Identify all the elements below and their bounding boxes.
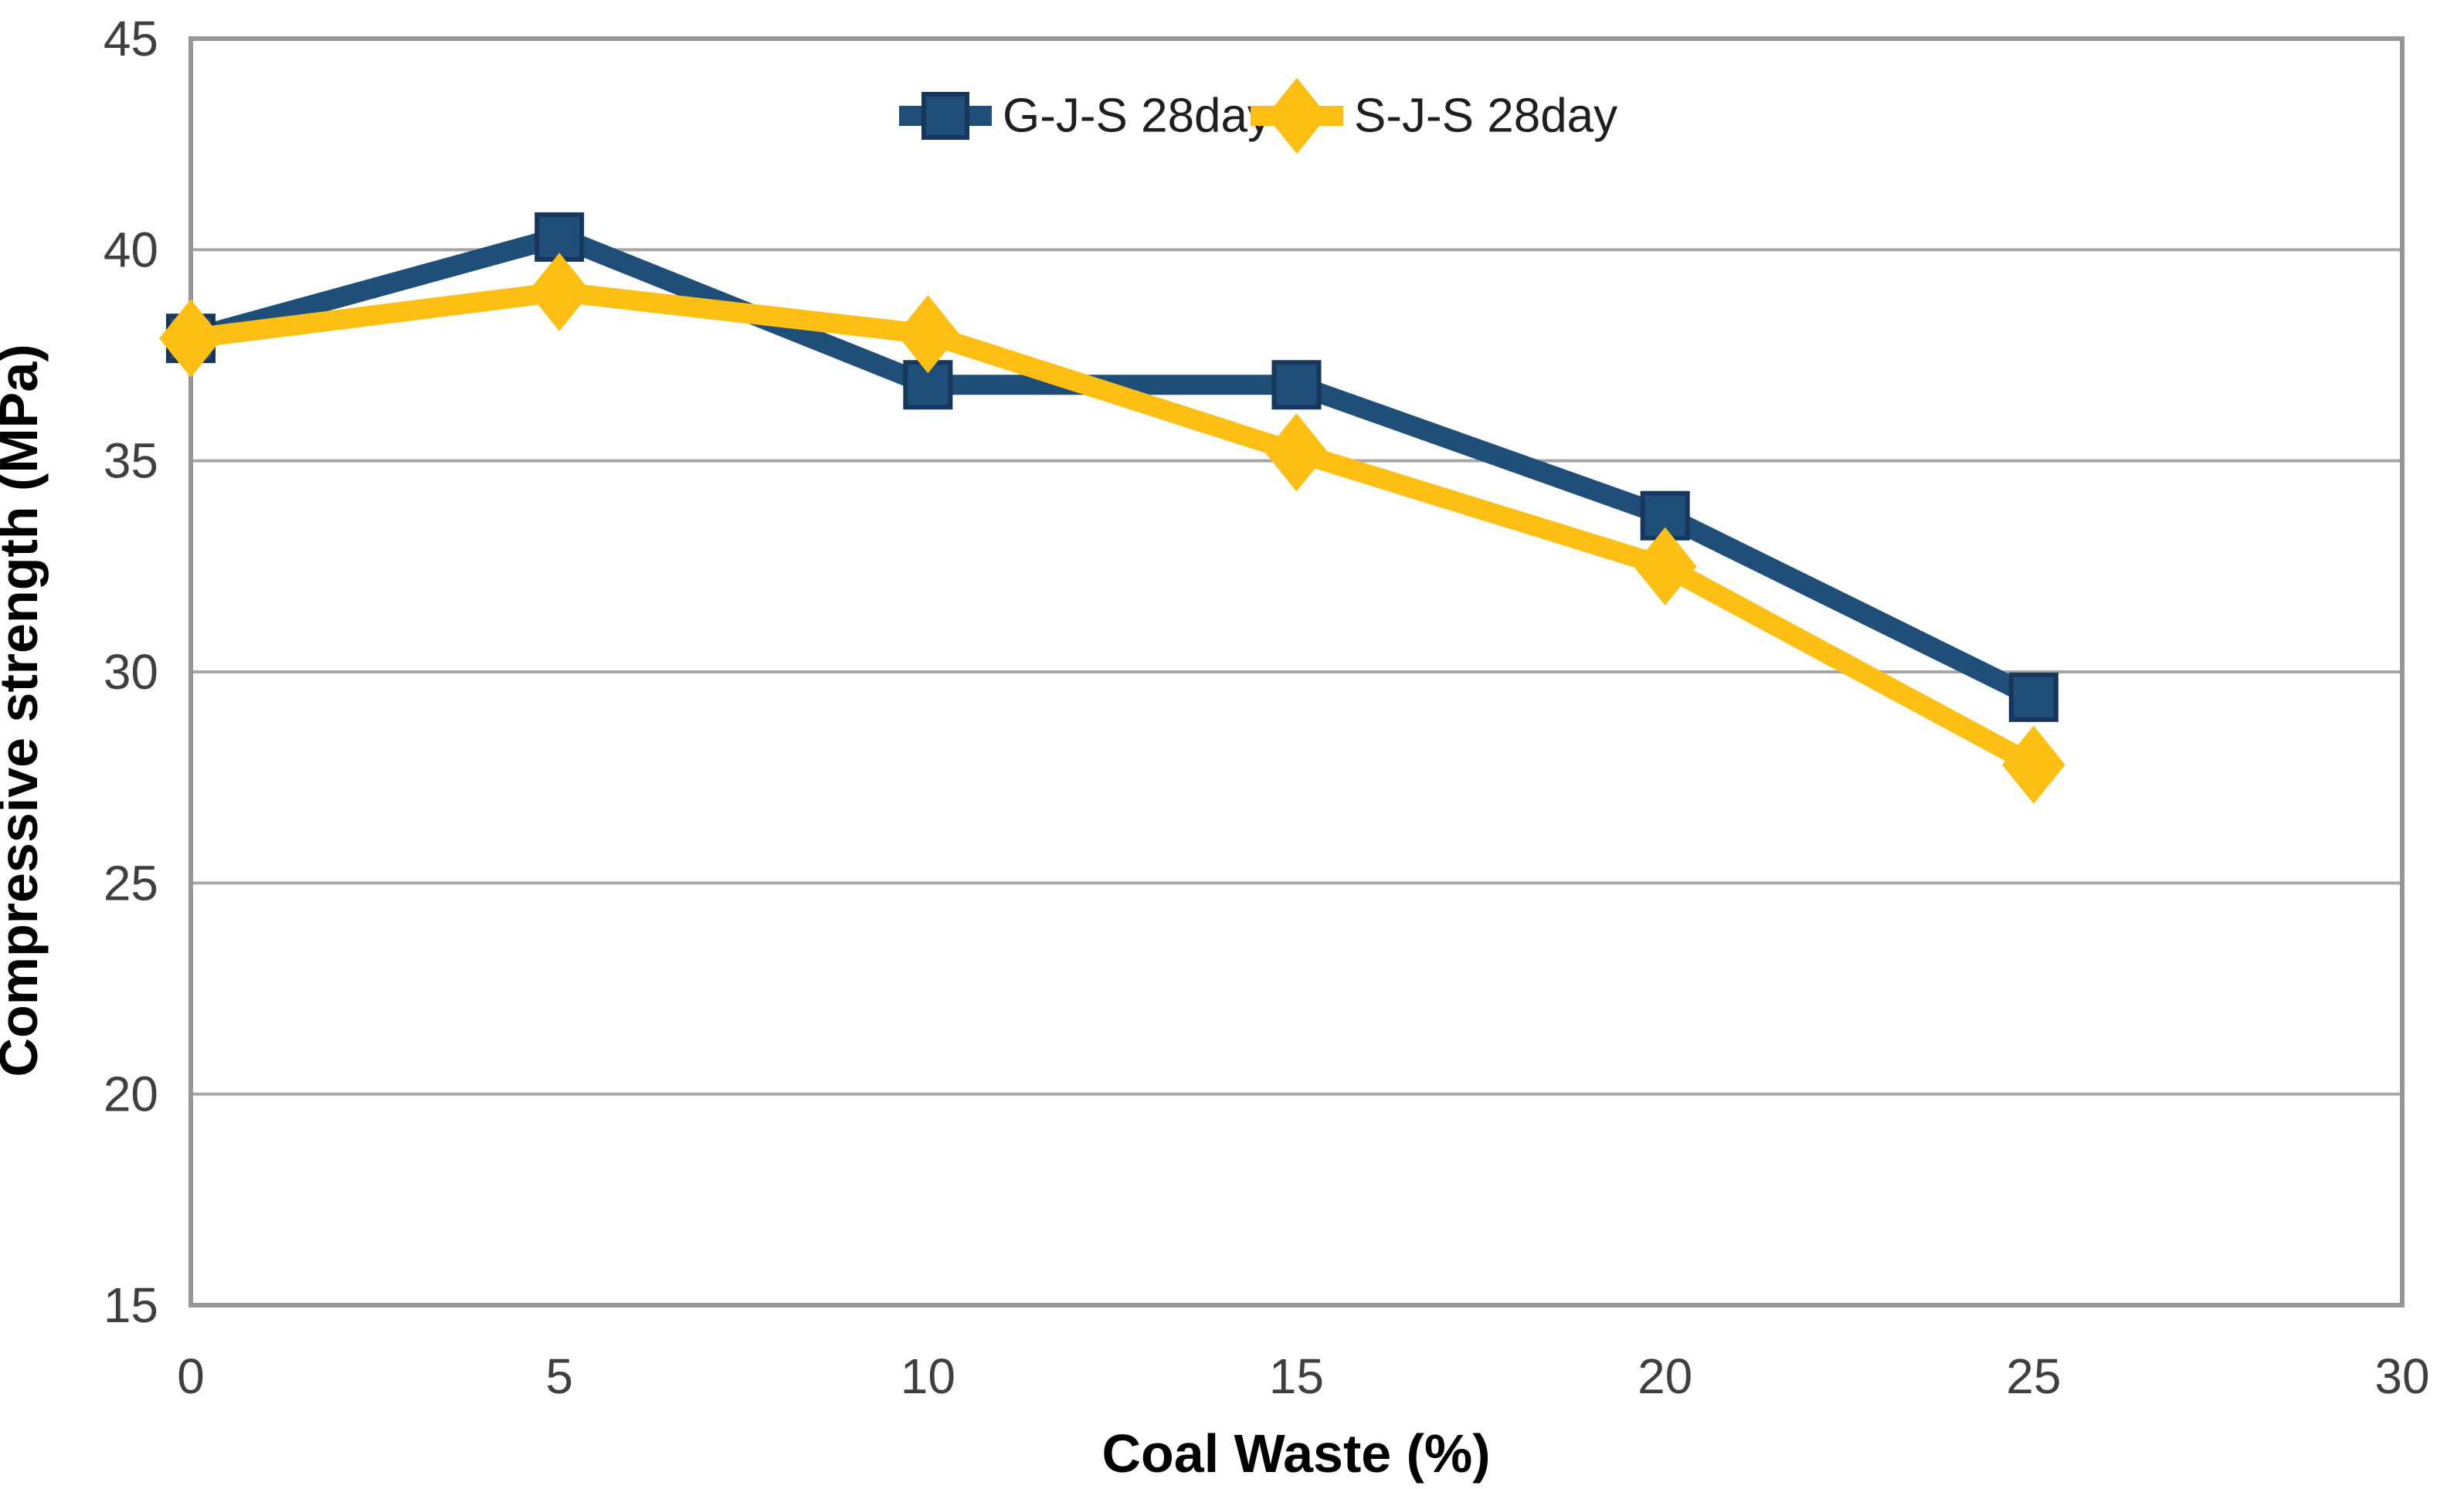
- series-line: [181, 282, 2044, 775]
- x-tick-label: 25: [2006, 1348, 2061, 1404]
- x-tick-label: 30: [2374, 1348, 2429, 1404]
- data-point-marker-diamond: [159, 299, 222, 378]
- data-point-marker-square: [921, 92, 969, 140]
- y-axis-title: Compressive strength (MPa): [0, 344, 49, 1077]
- x-axis-title: Coal Waste (%): [1101, 1423, 1490, 1484]
- y-tick-label: 15: [104, 1277, 158, 1333]
- series-s-j-s-28day: [159, 253, 2065, 804]
- data-point-marker-square: [1640, 490, 1690, 541]
- x-tick-label: 10: [901, 1348, 955, 1404]
- legend-item-s-j-s-28day: S-J-S 28day: [1251, 77, 1617, 154]
- plot-frame-group: [188, 36, 2405, 1308]
- data-point-marker-diamond: [528, 253, 592, 331]
- data-point-marker-diamond: [2001, 725, 2065, 804]
- legend-label: S-J-S 28day: [1354, 90, 1617, 143]
- data-point-marker-square: [535, 212, 585, 262]
- y-tick-label: 45: [104, 11, 158, 66]
- y-tick-label: 40: [104, 222, 158, 277]
- plot-area-border: [188, 36, 2405, 1308]
- x-tick-label: 15: [1269, 1348, 1324, 1404]
- data-point-marker-diamond: [1633, 527, 1697, 606]
- legend-item-g-j-s-28day: G-J-S 28day: [899, 90, 1271, 143]
- legend-label: G-J-S 28day: [1003, 90, 1271, 143]
- data-point-marker-diamond: [896, 294, 960, 374]
- y-tick-label: 25: [104, 855, 158, 911]
- y-tick-labels-group: 15 20 25 30 35 40 45: [104, 11, 158, 1333]
- x-tick-label: 0: [177, 1348, 205, 1404]
- x-tick-label: 5: [545, 1348, 573, 1404]
- gridlines-group: [191, 37, 2402, 1307]
- data-point-marker-square: [1271, 360, 1322, 410]
- x-tick-label: 20: [1638, 1348, 1692, 1404]
- data-point-marker-diamond: [1264, 413, 1329, 492]
- x-tick-labels-group: 0 5 10 15 20 25 30: [177, 1348, 2429, 1404]
- y-tick-label: 30: [104, 644, 158, 700]
- y-tick-label: 35: [104, 433, 158, 489]
- legend: G-J-S 28day S-J-S 28day: [899, 77, 1617, 154]
- data-point-marker-diamond: [1266, 77, 1328, 154]
- series-g-j-s-28day: [166, 212, 2058, 722]
- y-tick-label: 20: [104, 1067, 158, 1122]
- series-group: [159, 212, 2065, 804]
- data-point-marker-square: [2008, 672, 2058, 722]
